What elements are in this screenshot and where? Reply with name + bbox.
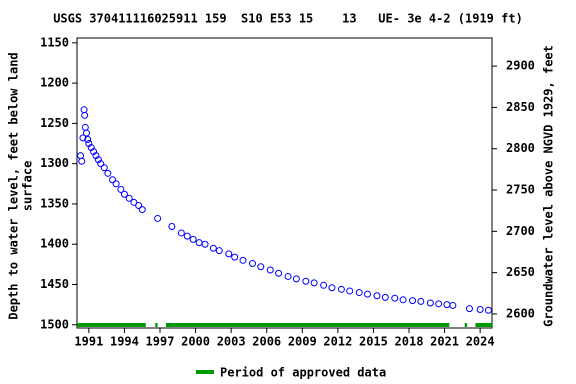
data-point	[275, 269, 283, 277]
data-point	[417, 297, 425, 305]
data-point	[183, 232, 191, 240]
data-point	[476, 305, 484, 313]
y2-tick-label: 2650	[506, 265, 535, 279]
x-tick-label: 2015	[359, 335, 388, 349]
data-point	[292, 275, 300, 283]
data-point	[81, 111, 89, 119]
data-point	[130, 198, 138, 206]
y2-tick-label: 2600	[506, 306, 535, 320]
y-axis-label: surface	[21, 161, 35, 212]
y-tick-label: 1450	[40, 277, 69, 291]
data-point	[328, 284, 336, 292]
data-point	[449, 301, 457, 309]
x-tick-label: 2021	[430, 335, 459, 349]
data-point	[195, 239, 203, 247]
y-tick-label: 1150	[40, 35, 69, 49]
data-point	[443, 301, 451, 309]
data-point	[266, 266, 274, 274]
y2-tick-label: 2750	[506, 183, 535, 197]
x-tick-label: 2009	[288, 335, 317, 349]
data-point	[373, 292, 381, 300]
x-tick-label: 2012	[323, 335, 352, 349]
x-tick-label: 2006	[252, 335, 281, 349]
data-point	[135, 202, 143, 210]
y2-axis-label: Groundwater level above NGVD 1929, feet	[542, 45, 556, 327]
x-tick-label: 2003	[217, 335, 246, 349]
data-point	[364, 290, 371, 298]
data-point	[465, 305, 473, 313]
y2-tick-label: 2850	[506, 100, 535, 114]
y-axis-label: Depth to water level, feet below land	[7, 52, 21, 319]
data-point	[399, 296, 407, 304]
data-point	[79, 134, 87, 142]
plot-frame	[76, 37, 493, 329]
data-point	[320, 281, 328, 289]
data-point	[104, 169, 112, 177]
approved-period	[77, 323, 146, 327]
approved-period	[475, 323, 492, 327]
data-point	[112, 180, 120, 188]
data-point	[109, 176, 117, 184]
data-point	[310, 279, 318, 287]
approved-period	[155, 323, 158, 327]
data-point	[177, 229, 185, 237]
data-point	[209, 244, 217, 252]
data-point	[125, 194, 133, 202]
data-point	[82, 129, 90, 137]
approved-period	[165, 323, 450, 327]
y-tick-label: 1500	[40, 317, 69, 331]
data-point	[248, 260, 256, 268]
data-point	[302, 277, 310, 285]
data-point	[215, 247, 223, 255]
y-tick-label: 1250	[40, 116, 69, 130]
data-point	[355, 289, 363, 297]
data-point	[77, 152, 85, 160]
chart-title: USGS 370411116025911 159 S10 E53 15 13 U…	[53, 12, 523, 26]
x-tick-label: 1991	[74, 335, 103, 349]
x-tick-label: 1994	[110, 335, 139, 349]
data-point	[381, 293, 389, 301]
data-point	[100, 164, 108, 172]
data-point	[120, 190, 128, 198]
approved-period	[464, 323, 468, 327]
y2-tick-label: 2700	[506, 224, 535, 238]
x-tick-label: 2000	[181, 335, 210, 349]
data-point	[225, 250, 233, 258]
y-tick-label: 1300	[40, 156, 69, 170]
data-point	[435, 300, 443, 308]
data-point	[391, 294, 399, 302]
y-tick-label: 1200	[40, 76, 69, 90]
data-point	[189, 235, 197, 243]
data-point	[426, 299, 434, 307]
data-point	[257, 263, 265, 271]
data-point	[239, 256, 247, 264]
data-point	[81, 123, 89, 131]
y-tick-label: 1350	[40, 196, 69, 210]
legend-label: Period of approved data	[220, 366, 386, 380]
data-point	[78, 157, 86, 165]
data-point	[231, 253, 239, 261]
data-point	[409, 297, 417, 305]
x-tick-label: 2024	[466, 335, 495, 349]
data-point	[97, 160, 105, 168]
y2-tick-label: 2900	[506, 59, 535, 73]
data-point	[117, 185, 125, 193]
x-tick-label: 1997	[146, 335, 175, 349]
x-tick-label: 2018	[395, 335, 424, 349]
data-point	[80, 106, 88, 114]
data-point	[484, 306, 492, 314]
data-point	[138, 206, 146, 214]
data-point	[154, 214, 162, 222]
data-point	[337, 285, 345, 293]
data-point	[84, 136, 92, 143]
data-point	[168, 223, 176, 230]
data-point	[201, 240, 209, 248]
y-tick-label: 1400	[40, 237, 69, 251]
y2-tick-label: 2800	[506, 141, 535, 155]
data-point	[284, 272, 292, 280]
data-point	[346, 287, 354, 295]
